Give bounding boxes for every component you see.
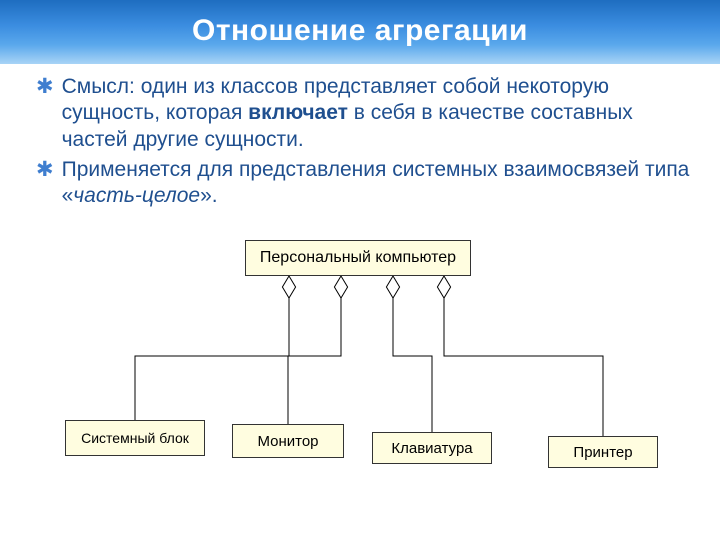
diagram-node-root: Персональный компьютер [245, 240, 471, 276]
bullet-marker-icon: ✱ [36, 74, 54, 153]
slide-header: Отношение агрегации [0, 0, 720, 64]
diagram-node-n1: Системный блок [65, 420, 205, 456]
diagram-node-n2: Монитор [232, 424, 344, 458]
bullet-marker-icon: ✱ [36, 157, 54, 210]
bullet-item: ✱ Смысл: один из классов представляет со… [36, 74, 690, 153]
slide-title: Отношение агрегации [0, 14, 720, 48]
diagram-edges-layer [0, 240, 720, 540]
bullet-item: ✱ Применяется для представления системны… [36, 157, 690, 210]
diagram-node-n3: Клавиатура [372, 432, 492, 464]
slide-body: ✱ Смысл: один из классов представляет со… [0, 64, 720, 209]
diagram-node-n4: Принтер [548, 436, 658, 468]
aggregation-diagram: Персональный компьютер Системный блок Мони… [0, 240, 720, 540]
bullet-text: Смысл: один из классов представляет собо… [62, 74, 690, 153]
bullet-text: Применяется для представления системных … [62, 157, 690, 210]
